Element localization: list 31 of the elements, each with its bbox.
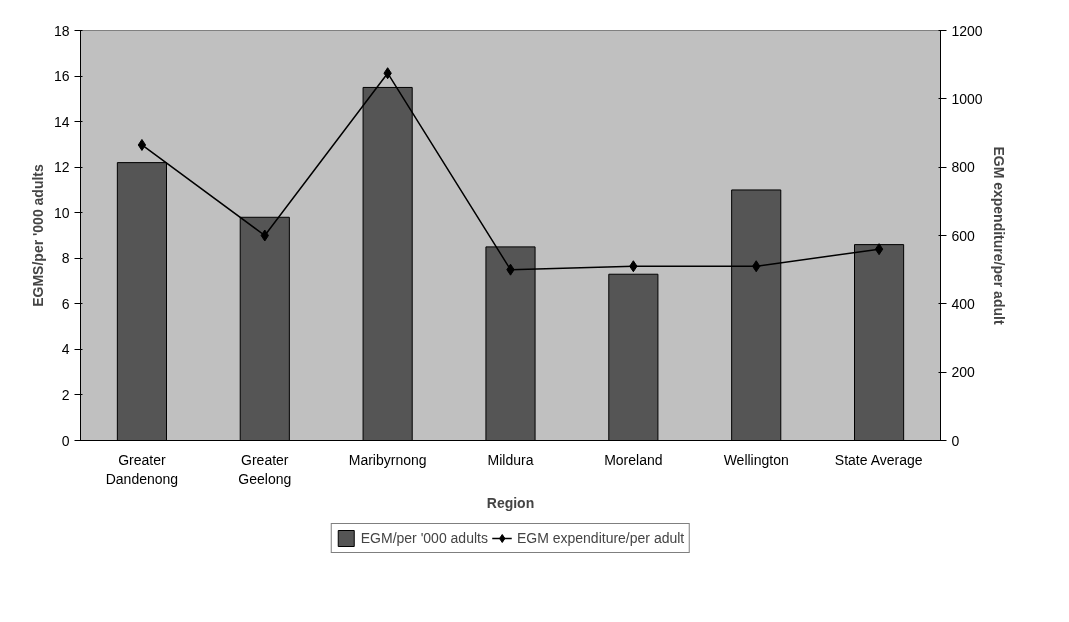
y-tick-label: 0 [61,432,70,449]
y-tick-label: 4 [61,341,70,358]
x-tick-label: Maribyrnong [348,451,427,468]
legend-label: EGM/per '000 adults [360,530,488,546]
point [874,243,884,256]
point [137,138,147,151]
y2-axis-title: EGM expenditure/per adult [990,146,1007,325]
y-tick-label: 2 [61,386,70,403]
y2-tick-label: 600 [951,227,976,244]
y-tick-label: 6 [61,295,70,312]
y-axis-title: EGMS/per '000 adults [29,163,46,307]
x-tick-label: Moreland [604,451,663,468]
x-tick-label: Greater Geelong [238,451,292,487]
y-tick-label: 12 [53,159,70,176]
x-tick-label: Wellington [723,451,789,468]
y-tick-label: 8 [61,250,70,267]
y2-tick-label: 800 [951,159,976,176]
y2-tick-label: 1200 [951,22,983,39]
y2-tick-label: 0 [951,432,960,449]
legend-label: EGM expenditure/per adult [516,530,685,546]
y2-tick-label: 200 [951,364,976,381]
y-tick-label: 14 [53,113,70,130]
y-tick-label: 18 [53,22,70,39]
y-tick-label: 16 [53,68,70,85]
y-tick-label: 10 [53,204,70,221]
y2-tick-label: 1000 [951,90,983,107]
x-tick-label: State Average [834,451,923,468]
x-tick-label: Mildura [487,451,534,468]
x-axis-title: Region [486,494,535,511]
x-tick-label: Greater Dandenong [105,451,179,487]
y2-tick-label: 400 [951,295,976,312]
